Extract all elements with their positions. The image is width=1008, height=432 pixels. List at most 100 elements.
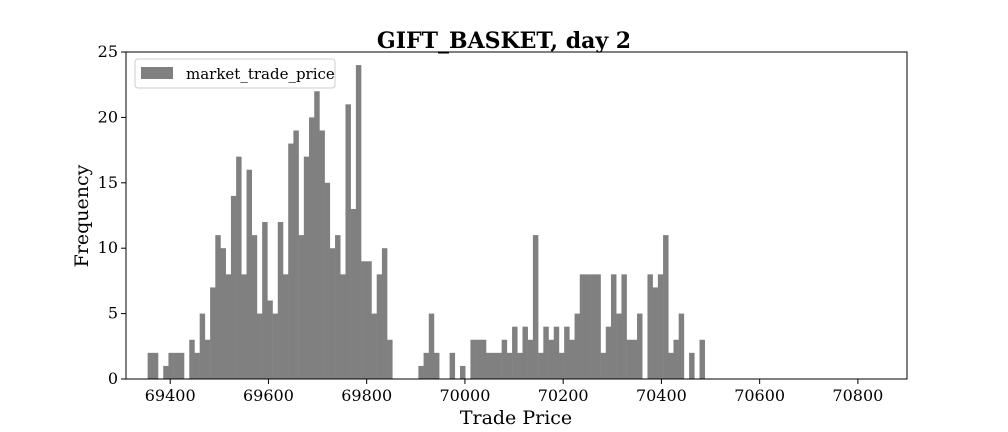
histogram-bar: [491, 352, 497, 379]
histogram-bar: [527, 339, 534, 379]
histogram-bar: [506, 352, 513, 379]
histogram-bar: [470, 339, 476, 379]
histogram-bar: [303, 156, 310, 379]
histogram-bar: [147, 352, 154, 379]
y-axis-ticks: 0 5 10 15 20 25: [98, 42, 126, 388]
histogram-bar: [418, 365, 424, 379]
x-tick-label: 70200: [538, 386, 589, 405]
histogram-bar: [282, 274, 289, 379]
histogram-bar: [298, 235, 305, 379]
histogram-bar: [496, 352, 502, 379]
legend-box: [134, 58, 336, 89]
histogram-bar: [272, 313, 279, 379]
histogram-bar: [381, 248, 388, 379]
histogram-bar: [241, 274, 247, 379]
histogram-bar: [543, 326, 549, 379]
histogram-bar: [460, 365, 466, 379]
histogram-bar: [595, 274, 601, 379]
plot-frame: [125, 51, 908, 380]
x-tick-label: 69600: [243, 386, 294, 405]
histogram-bar: [480, 339, 487, 379]
histogram-bar: [173, 352, 180, 379]
histogram-bar: [678, 313, 685, 379]
x-tick-label: 70600: [734, 386, 785, 405]
x-tick-label: 70000: [439, 386, 490, 405]
y-tick-label: 25: [98, 42, 118, 61]
histogram-bar: [512, 326, 518, 379]
x-tick-label: 69800: [341, 386, 392, 405]
histogram-bar: [152, 352, 159, 379]
y-tick-label: 15: [98, 173, 118, 192]
histogram-bar: [230, 195, 237, 379]
y-tick-label: 5: [108, 304, 118, 323]
histogram-bar: [220, 248, 226, 379]
x-tick-label: 70800: [832, 386, 883, 405]
chart-title: GIFT_BASKET, day 2: [377, 28, 631, 54]
histogram-bar: [553, 326, 560, 379]
histogram-bar: [590, 274, 596, 379]
histogram-bar: [361, 261, 367, 379]
histogram-bar: [616, 313, 622, 379]
histogram-bar: [251, 235, 258, 379]
histogram-bar: [189, 339, 195, 379]
histogram-bar: [277, 222, 284, 379]
histogram-bar: [340, 274, 346, 379]
histogram-bar: [433, 352, 440, 379]
histogram-bar: [371, 313, 377, 379]
histogram-bar: [605, 326, 612, 379]
legend-swatch: [141, 67, 173, 79]
histogram-bar: [246, 169, 252, 379]
histogram-bar: [475, 339, 482, 379]
histogram-bar: [204, 339, 211, 379]
histogram-bar: [584, 274, 591, 379]
y-tick-label: 0: [108, 369, 118, 388]
histogram-bar: [538, 352, 544, 379]
histogram-bar: [668, 352, 674, 379]
histogram-bar: [548, 339, 554, 379]
histogram-bar: [652, 287, 659, 379]
histogram-bar: [569, 339, 575, 379]
histogram-bar: [256, 313, 263, 379]
histogram-bar: [558, 352, 565, 379]
histogram-bar: [288, 143, 294, 379]
histogram-bar: [178, 352, 185, 379]
histogram-bar: [626, 339, 633, 379]
histogram-bar: [673, 339, 679, 379]
x-axis-ticks: 69400 69600 69800 70000 70200 70400 70600 70800: [145, 379, 883, 405]
histogram-bar: [329, 248, 336, 379]
histogram-bar: [324, 182, 331, 379]
histogram-bar: [376, 274, 383, 379]
y-tick-label: 10: [98, 238, 118, 257]
histogram-bar: [637, 313, 643, 379]
histogram-bar: [579, 274, 586, 379]
histogram-bar: [199, 313, 206, 379]
x-axis-label: Trade Price: [460, 407, 572, 429]
histogram-bar: [486, 352, 492, 379]
histogram-bar: [428, 313, 435, 379]
y-axis-label: Frequency: [71, 164, 93, 267]
histogram-bar: [345, 104, 351, 379]
histogram-bar: [574, 313, 581, 379]
histogram-bar: [225, 274, 232, 379]
histogram-bar: [532, 235, 539, 379]
histogram-bar: [699, 339, 705, 379]
histogram-bar: [309, 117, 315, 380]
histogram-bar: [335, 235, 341, 379]
histogram-bar: [600, 352, 607, 379]
histogram-bar: [387, 339, 393, 379]
histogram-bar: [215, 235, 221, 379]
histogram-bar: [522, 326, 528, 379]
histogram-bar: [501, 339, 508, 379]
x-tick-label: 70400: [636, 386, 687, 405]
histogram-bar: [319, 130, 325, 379]
histogram-bar: [423, 352, 430, 379]
histogram-bar: [168, 352, 174, 379]
histogram-bar: [350, 208, 357, 379]
histogram-bar: [611, 274, 617, 379]
x-tick-label: 69400: [145, 386, 196, 405]
histogram-bar: [647, 274, 653, 379]
histogram-bar: [657, 274, 664, 379]
histogram-bar: [210, 287, 216, 379]
histogram-bar: [267, 300, 273, 379]
